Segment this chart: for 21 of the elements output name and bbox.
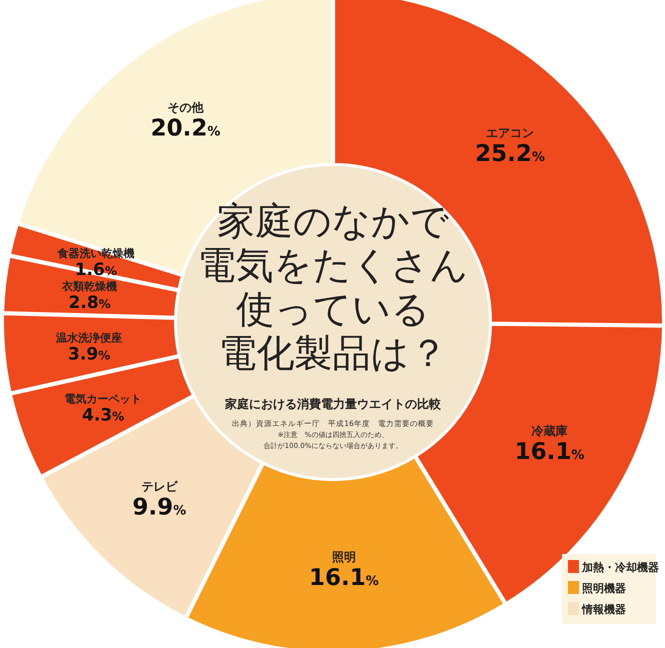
data-label: 25.2%	[475, 140, 545, 167]
slice-label: 衣類乾燥機	[61, 280, 118, 293]
slice-label: 照明	[332, 550, 356, 564]
data-label: 2.8%	[68, 292, 111, 313]
data-label: 3.9%	[68, 344, 110, 364]
text: 加熱・冷却機器	[581, 561, 659, 574]
slice-label: エアコン	[486, 126, 534, 140]
slice-label: 電気カーペット	[64, 392, 142, 406]
slice-label: 温水洗浄便座	[55, 331, 122, 344]
text: 家庭のなかで電気をたくさん使っている電化製品は？	[198, 199, 468, 375]
data-label: 4.3%	[82, 406, 124, 426]
data-label: 16.1%	[514, 438, 584, 465]
data-label: 16.1%	[309, 564, 379, 591]
text: 照明機器	[582, 582, 626, 595]
slice-label: 冷蔵庫	[532, 424, 568, 438]
text: 家庭における消費電力量ウエイトの比較	[224, 397, 442, 411]
data-label: 20.2%	[150, 115, 220, 142]
text: 情報機器	[581, 603, 626, 616]
data-label: 9.9%	[132, 494, 186, 520]
slice-label: テレビ	[141, 479, 178, 494]
slice-label: その他	[168, 100, 205, 114]
